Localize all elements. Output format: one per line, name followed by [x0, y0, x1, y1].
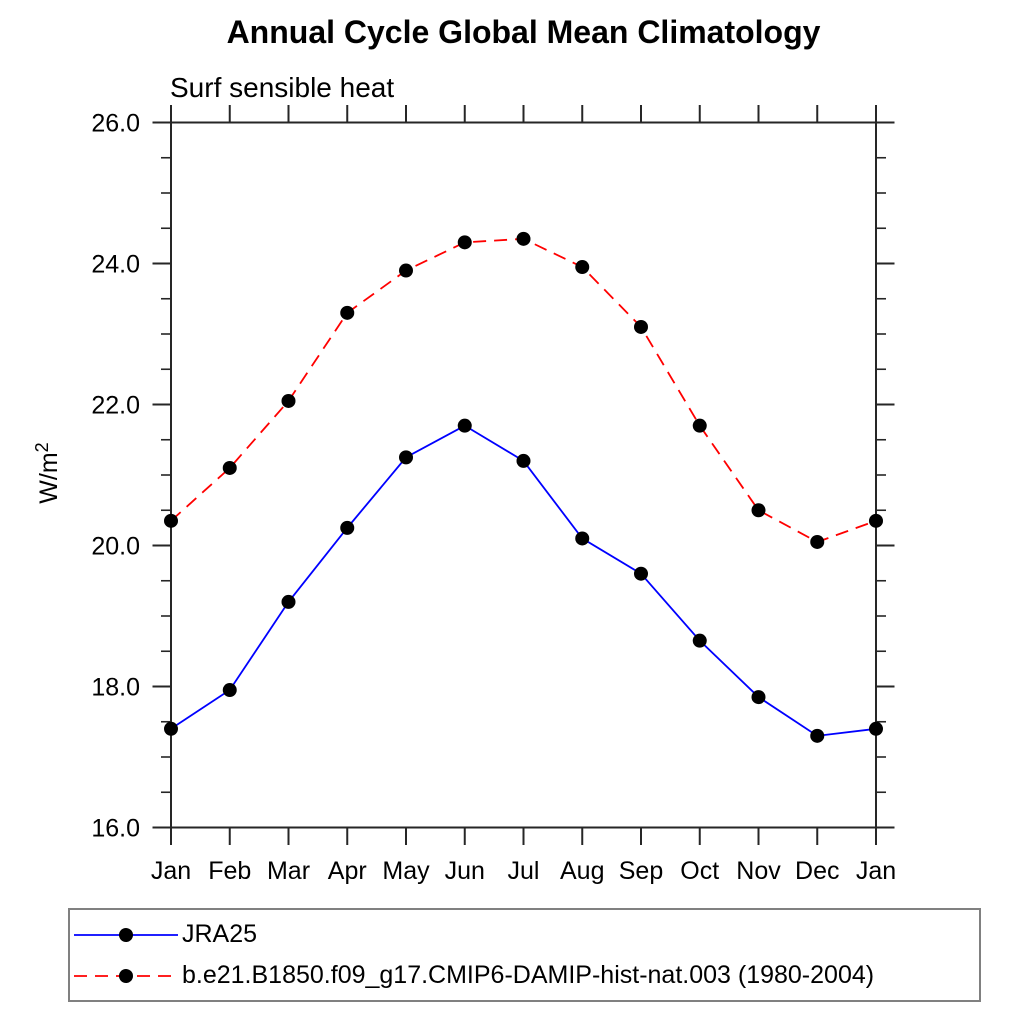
x-tick-label: Apr: [328, 857, 367, 885]
legend-item-jra25: JRA25: [70, 914, 979, 955]
data-point: [634, 566, 648, 581]
data-point: [340, 520, 355, 535]
data-point: [399, 263, 413, 278]
x-tick-label: Jul: [508, 857, 540, 885]
x-tick-label: Jun: [445, 857, 485, 885]
data-point: [751, 690, 766, 705]
x-tick-label: Jan: [856, 857, 896, 885]
legend-label-jra25: JRA25: [182, 920, 258, 948]
y-tick-label: 22.0: [91, 391, 140, 419]
y-tick-label: 26.0: [91, 109, 140, 137]
data-point: [222, 460, 237, 475]
series-line-1: [170, 237, 877, 543]
series-line-0: [170, 424, 877, 737]
x-tick-label: Oct: [680, 857, 719, 885]
legend-sample-marker: [119, 927, 133, 942]
chart-subtitle: Surf sensible heat: [170, 72, 395, 103]
x-tick-label: Aug: [560, 857, 604, 885]
x-tick-label: May: [382, 857, 430, 885]
data-point: [457, 418, 472, 433]
data-point: [869, 513, 883, 528]
data-point: [810, 534, 825, 549]
data-point: [751, 503, 766, 518]
legend-sample-marker: [119, 968, 133, 983]
data-point: [340, 305, 355, 320]
y-axis-label: W/m2: [32, 442, 63, 503]
legend-label-model: b.e21.B1850.f09_g17.CMIP6-DAMIP-hist-nat…: [182, 961, 875, 989]
data-point: [164, 513, 178, 528]
legend-item-model: b.e21.B1850.f09_g17.CMIP6-DAMIP-hist-nat…: [70, 955, 979, 996]
x-tick-label: Mar: [267, 857, 310, 885]
data-point: [281, 393, 296, 408]
legend-line-sample-dashed: [74, 968, 178, 983]
data-point: [810, 728, 825, 743]
data-point: [281, 594, 296, 609]
x-tick-label: Jan: [151, 857, 191, 885]
data-point: [457, 235, 472, 250]
data-point: [575, 531, 590, 546]
data-point: [516, 231, 531, 246]
data-point: [516, 453, 531, 468]
data-point: [869, 721, 883, 736]
data-point: [634, 319, 648, 334]
y-tick-label: 18.0: [91, 673, 140, 701]
data-point: [222, 683, 237, 698]
data-point: [692, 418, 707, 433]
legend: JRA25 b.e21.B1850.f09_g17.CMIP6-DAMIP-hi…: [68, 908, 981, 1002]
x-tick-label: Dec: [795, 857, 839, 885]
x-tick-label: Nov: [736, 857, 781, 885]
y-tick-label: 16.0: [91, 814, 140, 842]
data-point: [399, 450, 413, 465]
chart-title: Annual Cycle Global Mean Climatology: [226, 14, 821, 50]
data-point: [164, 721, 178, 736]
x-tick-label: Feb: [208, 857, 251, 885]
data-point: [575, 260, 590, 275]
y-tick-label: 24.0: [91, 250, 140, 278]
y-tick-label: 20.0: [91, 532, 140, 560]
x-tick-label: Sep: [619, 857, 663, 885]
data-point: [692, 633, 707, 648]
legend-line-sample-solid: [74, 927, 178, 942]
